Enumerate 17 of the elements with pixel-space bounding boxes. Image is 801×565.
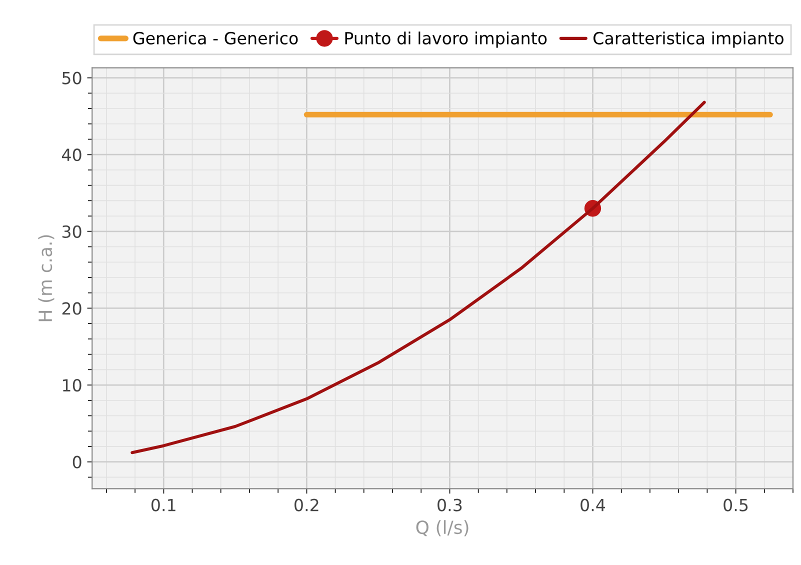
legend-label: Caratteristica impianto xyxy=(593,32,784,48)
x-tick-label: 0.3 xyxy=(438,498,462,512)
y-tick-label: 20 xyxy=(62,302,82,315)
x-tick-label: 0.2 xyxy=(294,498,318,512)
x-tick-label: 0.4 xyxy=(580,498,606,512)
legend-label: Generica - Generico xyxy=(133,32,298,44)
x-axis-title: Q (l/s) xyxy=(416,520,468,536)
legend-label: Punto di lavoro impianto xyxy=(345,32,547,48)
y-tick-label: 50 xyxy=(62,72,82,84)
y-tick-label: 0 xyxy=(72,456,82,468)
y-tick-label: 10 xyxy=(63,378,82,392)
y-axis-title: H (m c.a.) xyxy=(38,235,54,322)
y-tick-label: 40 xyxy=(62,148,82,162)
x-tick-label: 0.5 xyxy=(724,498,748,512)
x-tick-label: 0.1 xyxy=(151,498,176,512)
y-tick-label: 30 xyxy=(62,225,82,238)
line-series xyxy=(130,100,706,454)
